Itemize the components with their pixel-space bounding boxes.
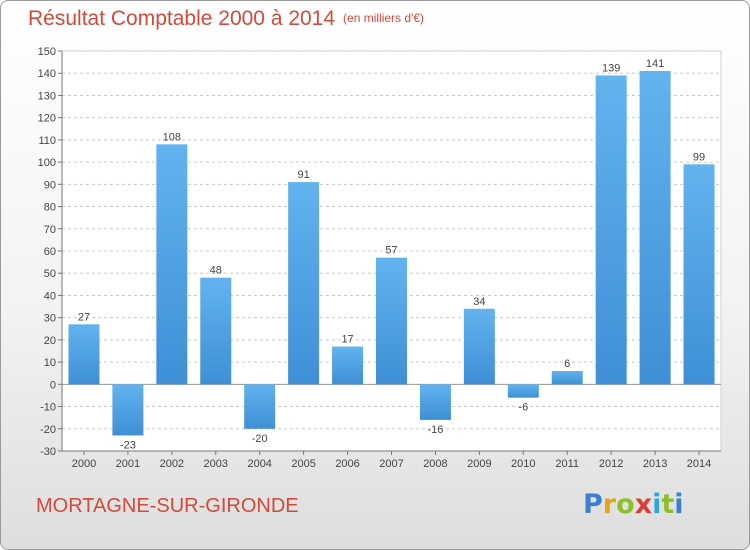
logo-letter: P (583, 489, 603, 520)
bar-2000 (68, 324, 100, 385)
y-tick-label: 120 (38, 113, 56, 125)
x-tick-label: 2009 (467, 458, 491, 470)
y-tick-label: 10 (44, 357, 56, 369)
data-label-2013: 141 (646, 58, 664, 70)
x-tick-label: 2010 (511, 458, 535, 470)
y-tick-label: 90 (44, 179, 56, 191)
y-tick-label: 70 (44, 224, 56, 236)
bar-2004 (244, 384, 276, 429)
x-tick-label: 2006 (335, 458, 359, 470)
data-label-2011: 6 (564, 358, 570, 370)
logo-letter: t (661, 489, 675, 520)
data-label-2008: -16 (427, 424, 443, 436)
y-tick-label: 30 (44, 313, 56, 325)
bar-2002 (156, 144, 188, 385)
data-label-2004: -20 (252, 433, 268, 445)
data-label-2000: 27 (78, 311, 90, 323)
chart-title-text: Résultat Comptable 2000 à 2014 (28, 7, 336, 30)
bar-2003 (200, 277, 232, 385)
y-tick-label: -10 (40, 402, 56, 414)
bar-2012 (595, 75, 627, 385)
logo-letter: o (616, 489, 635, 520)
data-label-2006: 17 (341, 334, 353, 346)
data-label-2002: 108 (163, 131, 181, 143)
x-tick-label: 2008 (423, 458, 447, 470)
chart-title: Résultat Comptable 2000 à 2014 (en millie… (28, 7, 424, 31)
y-tick-label: -30 (40, 446, 56, 458)
x-tick-label: 2000 (72, 458, 96, 470)
bar-2010 (507, 384, 539, 398)
x-tick-label: 2011 (555, 458, 579, 470)
bar-2008 (419, 384, 451, 420)
bar-2005 (288, 182, 320, 385)
data-label-2003: 48 (210, 265, 222, 277)
bar-2014 (683, 164, 715, 385)
x-tick-label: 2004 (247, 458, 271, 470)
y-tick-label: 150 (38, 46, 56, 58)
data-label-2010: -6 (518, 402, 528, 414)
x-tick-label: 2012 (599, 458, 623, 470)
logo-letter: i (652, 489, 662, 520)
y-tick-label: 20 (44, 335, 56, 347)
bar-2013 (639, 71, 671, 385)
bar-2006 (332, 346, 364, 385)
bar-2009 (463, 308, 495, 385)
proxiti-logo: Proxiti (583, 489, 684, 520)
y-tick-label: -20 (40, 424, 56, 436)
data-label-2014: 99 (693, 151, 705, 163)
y-tick-label: 0 (50, 379, 56, 391)
logo-letter: r (602, 489, 617, 520)
y-tick-label: 60 (44, 246, 56, 258)
data-label-2007: 57 (385, 245, 397, 257)
bar-2011 (551, 371, 583, 385)
logo-letter: x (634, 489, 653, 520)
y-tick-label: 140 (38, 68, 56, 80)
y-tick-label: 110 (38, 135, 56, 147)
data-label-2012: 139 (602, 62, 620, 74)
y-tick-label: 50 (44, 268, 56, 280)
y-tick-label: 130 (38, 90, 56, 102)
location-name: MORTAGNE-SUR-GIRONDE (36, 495, 299, 517)
x-tick-label: 2013 (643, 458, 667, 470)
x-tick-label: 2003 (204, 458, 228, 470)
x-tick-label: 2001 (116, 458, 140, 470)
data-label-2009: 34 (473, 296, 485, 308)
x-tick-label: 2002 (160, 458, 184, 470)
x-tick-label: 2007 (379, 458, 403, 470)
x-tick-label: 2014 (687, 458, 711, 470)
y-tick-label: 100 (38, 157, 56, 169)
logo-letter: i (674, 489, 684, 520)
y-tick-label: 40 (44, 290, 56, 302)
data-label-2005: 91 (298, 169, 310, 181)
x-tick-label: 2005 (291, 458, 315, 470)
bar-2007 (376, 257, 407, 385)
chart-subtitle: (en milliers d'€) (343, 11, 425, 25)
data-label-2001: -23 (120, 439, 136, 451)
bar-2001 (112, 384, 144, 436)
y-tick-label: 80 (44, 202, 56, 214)
